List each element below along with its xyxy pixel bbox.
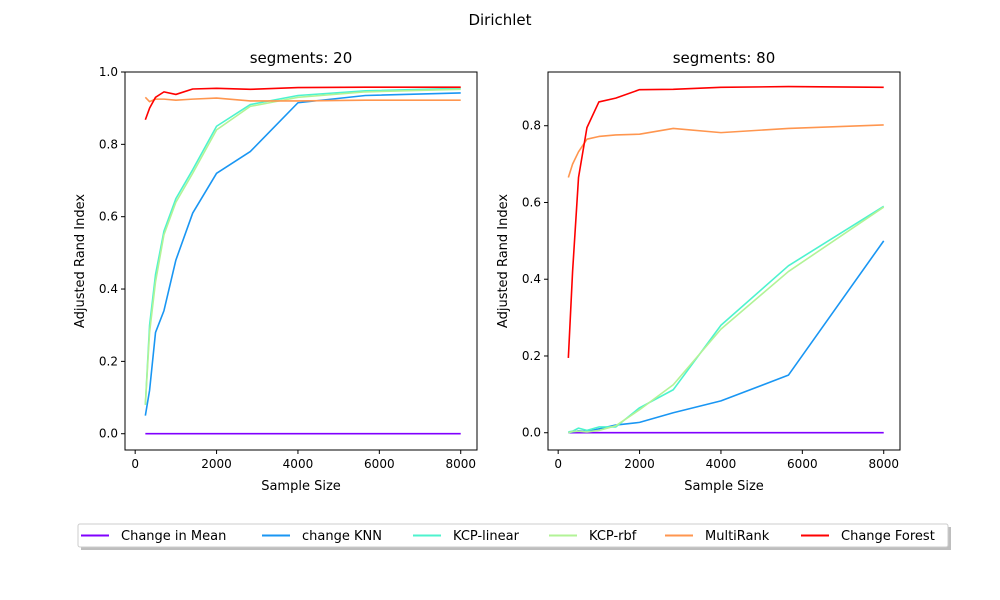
x-axis-ticks: 0 2000 4000 6000 8000	[554, 450, 899, 471]
x-axis-ticks: 0 2000 4000 6000 8000	[131, 450, 476, 471]
legend-box	[77, 523, 949, 548]
legend-label: KCP-rbf	[589, 529, 637, 544]
x-axis-label: Sample Size	[261, 479, 341, 494]
x-axis-label: Sample Size	[684, 479, 764, 494]
panel-title: segments: 80	[673, 49, 776, 67]
legend-label: Change in Mean	[121, 529, 226, 544]
y-tick-label: 0.2	[99, 354, 118, 368]
series-line-change-knn	[568, 240, 885, 434]
series-line-multirank	[567, 124, 884, 178]
y-tick-label: 0.0	[99, 427, 118, 441]
series-line-kcp-rbf	[568, 206, 885, 434]
legend-label: MultiRank	[705, 529, 770, 544]
y-axis-ticks: 0.0 0.2 0.4 0.6 0.8 1.0	[99, 65, 125, 441]
x-tick-label: 6000	[787, 457, 818, 471]
y-axis-ticks: 0.0 0.2 0.4 0.6 0.8	[522, 119, 548, 440]
legend-label: change KNN	[302, 529, 382, 544]
y-tick-label: 0.6	[99, 210, 118, 224]
x-tick-label: 0	[131, 457, 139, 471]
series-line-multirank	[144, 96, 461, 103]
legend-items: Change in Mean change KNN KCP-linear KCP-rb…	[81, 529, 935, 544]
y-tick-label: 0.0	[522, 426, 541, 440]
x-tick-label: 8000	[445, 457, 476, 471]
y-tick-label: 0.2	[522, 349, 541, 363]
y-tick-label: 1.0	[99, 65, 118, 79]
series-line-kcp-rbf	[144, 88, 461, 405]
x-tick-label: 8000	[868, 457, 899, 471]
plot-frame	[547, 71, 901, 451]
figure-suptitle: Dirichlet	[468, 11, 531, 29]
x-tick-label: 0	[554, 457, 562, 471]
x-tick-label: 2000	[624, 457, 655, 471]
panel-title: segments: 20	[250, 49, 353, 67]
x-tick-label: 2000	[201, 457, 232, 471]
series-line-change-forest	[144, 86, 461, 121]
x-tick-label: 4000	[283, 457, 314, 471]
panel-marks	[567, 85, 885, 434]
y-tick-label: 0.6	[522, 195, 541, 209]
legend-label: KCP-linear	[453, 529, 520, 544]
x-tick-label: 4000	[706, 457, 737, 471]
panel-marks	[144, 86, 461, 435]
plot-frame	[124, 71, 478, 451]
series-line-kcp-linear	[568, 205, 885, 433]
series-line-change-knn	[144, 92, 461, 416]
series-line-kcp-linear	[144, 87, 461, 405]
legend: Change in Mean change KNN KCP-linear KCP-rb…	[77, 523, 951, 550]
y-tick-label: 0.4	[99, 282, 118, 296]
y-axis-label: Adjusted Rand Index	[73, 194, 88, 328]
y-axis-label: Adjusted Rand Index	[496, 194, 511, 328]
x-tick-label: 6000	[364, 457, 395, 471]
legend-label: Change Forest	[841, 529, 935, 544]
y-tick-label: 0.4	[522, 272, 541, 286]
y-tick-label: 0.8	[99, 137, 118, 151]
chart-panel-segments-80: segments: 80 0 2000 4000 6000 8000 0.0 0.2 0.4…	[496, 49, 901, 494]
y-tick-label: 0.8	[522, 119, 541, 133]
chart-panel-segments-20: segments: 20 0 2000 4000 6000 8000 0.0 0.2 0.4…	[73, 49, 478, 494]
series-line-change-forest	[567, 85, 884, 358]
